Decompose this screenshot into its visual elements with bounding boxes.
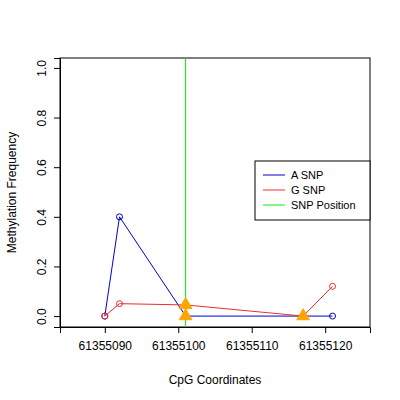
- y-tick: 0.6: [35, 159, 60, 176]
- snp-marker: [297, 309, 310, 320]
- x-tick-mark: [105, 327, 106, 333]
- y-tick-mark: [54, 68, 60, 69]
- legend-swatch: [263, 205, 285, 206]
- y-tick-label: 0.2: [35, 258, 49, 275]
- legend-label: A SNP: [291, 169, 323, 181]
- legend-swatch: [263, 175, 285, 176]
- series-line: [105, 286, 333, 316]
- legend: A SNP G SNP SNP Position: [255, 161, 370, 220]
- plot-frame: [60, 58, 370, 327]
- x-tick-label: 61355110: [226, 339, 279, 353]
- x-tick: 61355090: [79, 327, 133, 353]
- x-tick-mark: [178, 327, 179, 333]
- legend-box: [255, 161, 370, 220]
- y-axis: 0.0 0.2 0.4 0.6 0.8 1.0: [35, 59, 61, 328]
- y-tick-label: 1.0: [35, 60, 49, 77]
- series-point: [330, 313, 336, 319]
- y-tick-mark: [54, 316, 60, 317]
- series-point: [102, 313, 108, 319]
- y-tick-label: 0.6: [35, 159, 49, 176]
- series-point: [117, 214, 123, 220]
- snp-position-line: [185, 58, 186, 327]
- x-axis: 61355090 61355100 61355110 61355120: [61, 327, 371, 353]
- legend-label: SNP Position: [291, 199, 356, 211]
- x-tick-mark: [252, 327, 253, 333]
- plot-area: [102, 58, 336, 327]
- y-tick: 0.2: [35, 258, 60, 275]
- x-tick-label: 61355090: [79, 339, 133, 353]
- y-tick-label: 0.8: [35, 109, 49, 126]
- y-tick: 1.0: [35, 60, 60, 77]
- y-tick-mark: [54, 217, 60, 218]
- x-tick: 61355120: [299, 327, 353, 353]
- y-tick-label: 0.4: [35, 209, 49, 226]
- legend-label: G SNP: [291, 184, 325, 196]
- series-line: [105, 217, 333, 316]
- y-tick-label: 0.0: [35, 308, 49, 325]
- y-tick-mark: [54, 167, 60, 168]
- y-tick: 0.4: [35, 209, 60, 226]
- x-tick-label: 61355120: [299, 339, 353, 353]
- y-tick-mark: [54, 266, 60, 267]
- legend-swatch: [263, 190, 285, 191]
- x-tick: 61355100: [152, 327, 206, 353]
- x-axis-line: [61, 328, 371, 334]
- series-point: [330, 283, 336, 289]
- x-axis-title: CpG Coordinates: [169, 373, 262, 387]
- y-axis-title: Methylation Frequency: [5, 132, 19, 253]
- snp-marker: [179, 309, 192, 320]
- y-tick: 0.0: [35, 308, 60, 325]
- y-tick: 0.8: [35, 109, 60, 126]
- chart: 613550906135510061355110613551200.00.20.…: [0, 0, 400, 400]
- x-tick-mark: [325, 327, 326, 333]
- x-tick: 61355110: [226, 327, 279, 353]
- snp-marker: [179, 298, 192, 309]
- series-point: [117, 301, 123, 307]
- y-tick-mark: [54, 118, 60, 119]
- x-tick-label: 61355100: [152, 339, 206, 353]
